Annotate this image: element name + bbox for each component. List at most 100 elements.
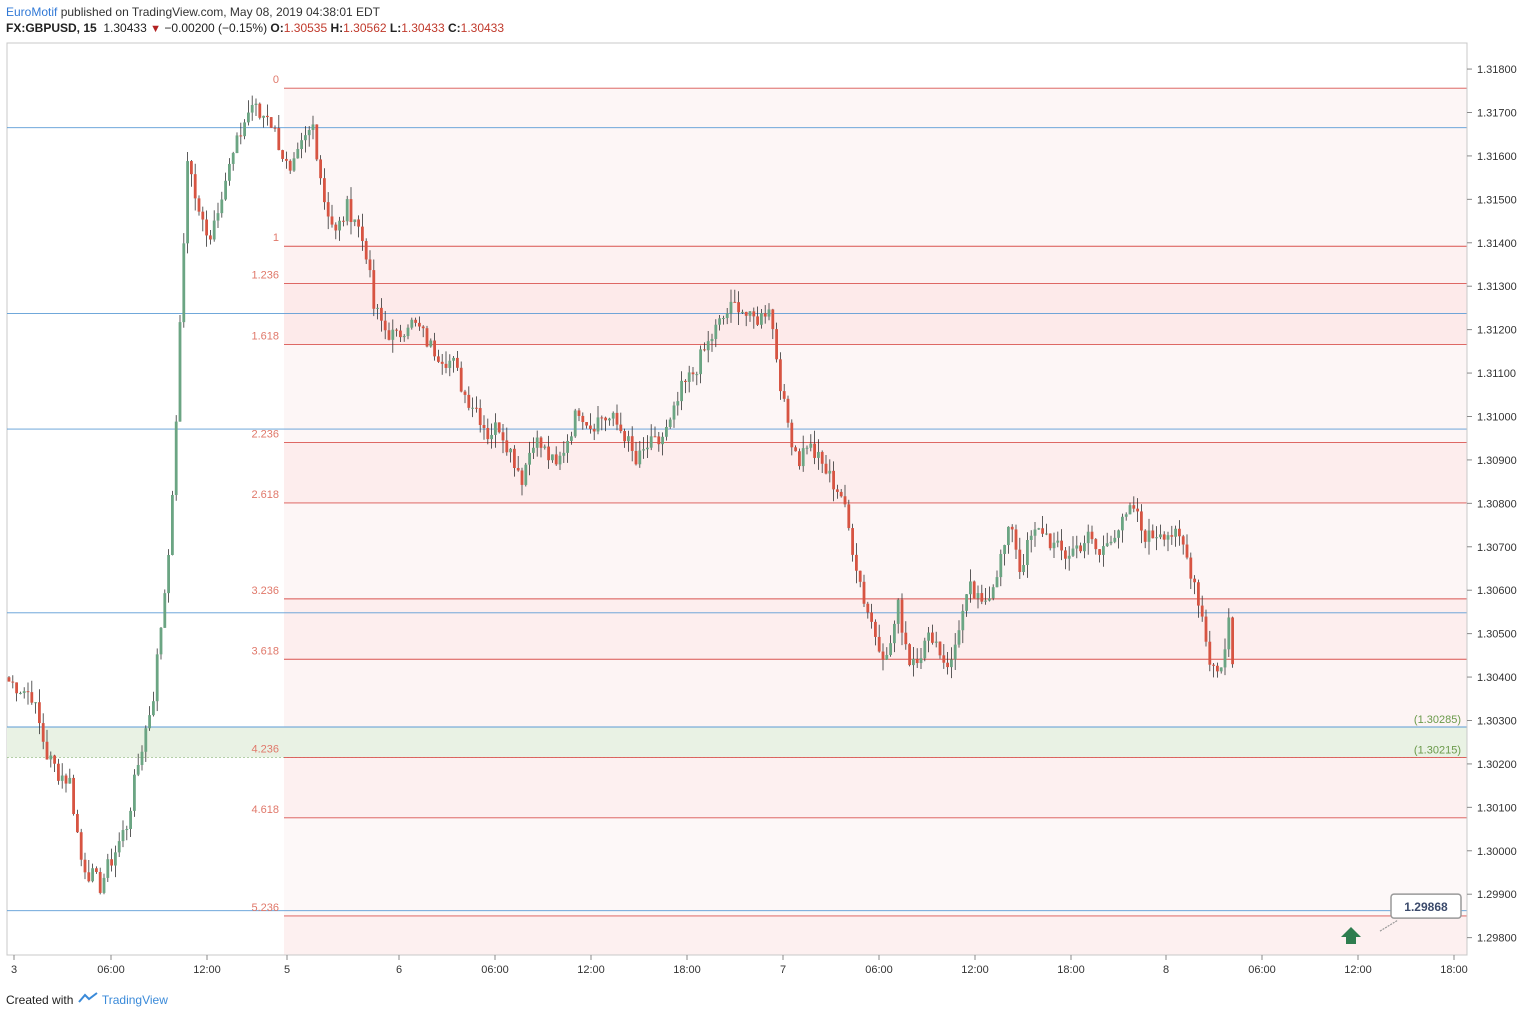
candle-body bbox=[672, 405, 676, 420]
candle-body bbox=[874, 621, 877, 637]
candle-body bbox=[197, 198, 201, 212]
candle-body bbox=[509, 448, 512, 453]
fib-level-label: 2.618 bbox=[251, 489, 279, 501]
candle-body bbox=[456, 357, 459, 368]
y-tick-label: 1.30600 bbox=[1477, 585, 1517, 597]
y-tick-label: 1.31400 bbox=[1477, 238, 1517, 250]
candle-body bbox=[440, 361, 444, 364]
y-tick-label: 1.31600 bbox=[1477, 151, 1517, 163]
candle-body bbox=[494, 422, 497, 435]
candle-body bbox=[843, 496, 847, 505]
y-tick-label: 1.30300 bbox=[1477, 715, 1517, 727]
candle-body bbox=[250, 104, 254, 113]
candle-body bbox=[155, 654, 159, 702]
candle-body bbox=[558, 455, 562, 465]
candle-body bbox=[7, 677, 11, 682]
candle-body bbox=[988, 598, 991, 601]
candle-body bbox=[201, 211, 205, 220]
candle-body bbox=[1029, 535, 1033, 541]
y-tick-label: 1.30200 bbox=[1477, 759, 1517, 771]
candle-body bbox=[102, 877, 106, 893]
candle-body bbox=[91, 868, 94, 882]
candle-body bbox=[961, 610, 965, 631]
candle-body bbox=[729, 301, 733, 314]
candle-body bbox=[794, 447, 797, 452]
candle-body bbox=[399, 330, 402, 338]
candle-body bbox=[231, 153, 235, 164]
x-tick-label: 5 bbox=[284, 964, 290, 976]
candle-body bbox=[862, 581, 866, 604]
candle-body bbox=[1143, 530, 1147, 542]
candle-body bbox=[885, 654, 889, 660]
callout-pointer bbox=[1379, 919, 1399, 932]
candle-body bbox=[813, 443, 816, 458]
y-tick-label: 1.30400 bbox=[1477, 672, 1517, 684]
candle-body bbox=[520, 470, 524, 485]
candle-body bbox=[1124, 514, 1128, 517]
candle-body bbox=[1117, 530, 1120, 538]
candle-body bbox=[209, 235, 212, 240]
x-tick-label: 18:00 bbox=[1440, 964, 1468, 976]
fib-zone bbox=[284, 915, 1467, 955]
candle-body bbox=[919, 658, 923, 664]
fib-level-label: 3.236 bbox=[251, 585, 279, 597]
candle-body bbox=[19, 692, 22, 694]
candle-body bbox=[619, 424, 623, 432]
fib-level-label: 1.618 bbox=[251, 330, 279, 342]
candle-body bbox=[589, 425, 592, 430]
high-value: 1.30562 bbox=[343, 21, 387, 35]
candle-body bbox=[467, 394, 471, 408]
candle-body bbox=[611, 412, 615, 419]
y-tick-label: 1.31000 bbox=[1477, 411, 1517, 423]
candle-body bbox=[387, 330, 391, 340]
y-tick-label: 1.30100 bbox=[1477, 802, 1517, 814]
high-label: H: bbox=[330, 21, 344, 35]
candle-body bbox=[273, 127, 277, 129]
candle-body bbox=[805, 447, 809, 449]
candle-body bbox=[980, 593, 984, 602]
y-tick-label: 1.31500 bbox=[1477, 194, 1517, 206]
candle-body bbox=[266, 115, 269, 118]
candle-body bbox=[714, 324, 718, 339]
support-zone-bottom-label: (1.30215) bbox=[1414, 744, 1461, 756]
price-chart[interactable]: 0 1 1.236 1.618 2.236 2.618 3.236 3.618 4.236 4.6… bbox=[0, 0, 1532, 990]
candle-body bbox=[646, 447, 649, 450]
candle-body bbox=[288, 160, 292, 171]
candle-body bbox=[832, 470, 835, 490]
candle-body bbox=[342, 220, 345, 222]
candle-body bbox=[1231, 617, 1234, 665]
candle-body bbox=[76, 814, 79, 833]
candle-body bbox=[383, 320, 387, 331]
candle-body bbox=[1045, 533, 1048, 535]
candle-body bbox=[1018, 549, 1022, 572]
candle-body bbox=[395, 329, 398, 331]
candle-body bbox=[995, 577, 999, 588]
y-tick-label: 1.31700 bbox=[1477, 107, 1517, 119]
candle-body bbox=[391, 329, 395, 340]
candle-body bbox=[661, 436, 664, 445]
author-link[interactable]: EuroMotif bbox=[6, 5, 58, 19]
candle-body bbox=[976, 593, 980, 599]
candle-body bbox=[144, 728, 148, 752]
candle-body bbox=[307, 130, 311, 136]
close-label: C: bbox=[447, 21, 461, 35]
candle-body bbox=[205, 219, 208, 236]
candle-body bbox=[95, 868, 98, 872]
candle-body bbox=[1197, 582, 1200, 606]
candle-body bbox=[1216, 665, 1219, 672]
candle-body bbox=[30, 692, 34, 703]
fib-zone bbox=[284, 246, 1467, 284]
candle-body bbox=[330, 216, 334, 225]
candle-body bbox=[53, 755, 56, 764]
candle-body bbox=[482, 425, 486, 428]
candle-body bbox=[152, 701, 155, 716]
support-zone bbox=[7, 727, 1467, 758]
candle-body bbox=[653, 436, 657, 438]
candle-body bbox=[433, 340, 436, 357]
candle-body bbox=[691, 372, 695, 375]
candle-body bbox=[798, 451, 801, 467]
tradingview-brand[interactable]: TradingView bbox=[101, 993, 168, 1007]
candle-body bbox=[281, 150, 284, 159]
candle-body bbox=[744, 311, 748, 316]
candle-body bbox=[923, 640, 927, 659]
